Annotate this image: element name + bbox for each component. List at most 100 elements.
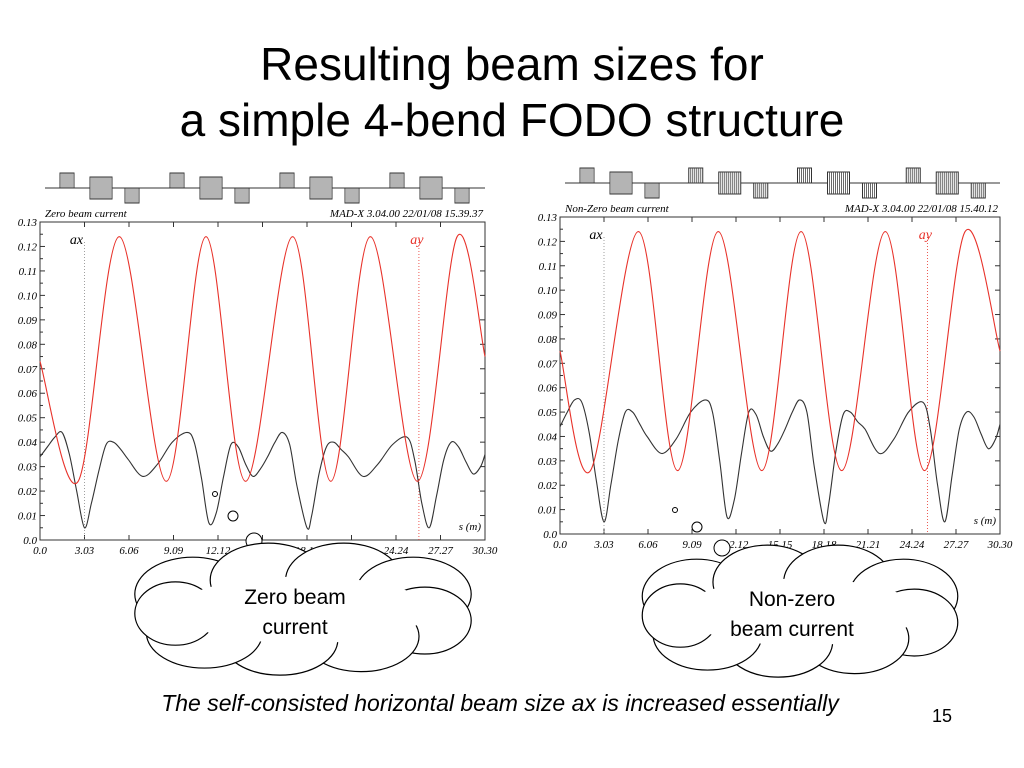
x-tick-label: 30.30 [987,539,1013,551]
lattice-magnet [59,172,75,189]
lattice-magnet [579,167,595,184]
y-tick-label: 0.01 [18,511,37,523]
y-tick-label: 0.07 [538,358,558,370]
x-tick-label: 3.03 [74,545,95,557]
lattice-magnet [688,167,704,184]
x-tick-label: 0.0 [33,545,47,557]
y-tick-label: 0.06 [18,388,38,400]
x-tick-label: 9.09 [682,539,702,551]
program-label: MAD-X 3.04.00 22/01/08 15.39.37 [329,208,484,220]
y-tick-label: 0.10 [18,290,38,302]
series-ay-line [39,233,486,485]
thought-bubble-dot [713,539,731,557]
cloud-zero-line-2: current [262,616,328,639]
slide-title: Resulting beam sizes for a simple 4-bend… [0,36,1024,148]
ay-annotation: ay [410,233,424,248]
title-line-2: a simple 4-bend FODO structure [179,94,845,146]
thought-bubble-dot [672,507,678,513]
y-tick-label: 0.10 [538,285,558,297]
y-tick-label: 0.0 [23,535,37,547]
cloud-fill [175,576,431,644]
lattice-magnet [279,172,295,189]
y-tick-label: 0.11 [539,261,557,273]
x-tick-label: 0.0 [553,539,567,551]
lattice-magnet [718,171,742,195]
y-tick-label: 0.02 [18,486,38,498]
y-tick-label: 0.04 [18,437,38,449]
x-tick-label: 24.24 [384,545,409,557]
y-tick-label: 0.02 [538,480,558,492]
lattice-magnet [419,176,443,200]
y-tick-label: 0.03 [18,462,38,474]
x-tick-label: 6.06 [638,539,658,551]
lattice-magnet [454,187,470,204]
y-tick-label: 0.08 [18,339,38,351]
y-tick-label: 0.05 [538,407,558,419]
chart-nonzero-current: Non-Zero beam current MAD-X 3.04.00 22/01… [538,167,1013,551]
y-tick-label: 0.13 [18,217,38,229]
ax-annotation: ax [70,233,84,248]
series-ay-line [559,228,1001,474]
chart-title: Zero beam current [45,208,128,220]
lattice-magnet [234,187,250,204]
lattice-magnet [199,176,223,200]
x-tick-label: 30.30 [472,545,498,557]
lattice-magnet [644,182,660,199]
y-tick-label: 0.12 [18,241,38,253]
x-tick-label: 6.06 [119,545,139,557]
chart-zero-current: Zero beam current MAD-X 3.04.00 22/01/08 … [18,172,498,557]
y-tick-label: 0.06 [538,383,558,395]
cloud-fill [680,578,920,646]
lattice-magnet [169,172,185,189]
lattice-magnet [827,171,850,195]
series-ax-line [559,397,1001,525]
y-tick-label: 0.05 [18,413,38,425]
lattice-magnet [753,182,769,199]
y-tick-label: 0.13 [538,212,558,224]
program-label: MAD-X 3.04.00 22/01/08 15.40.12 [844,203,999,215]
cloud-nonzero-beam [641,544,959,678]
slide-caption: The self-consisted horizontal beam size … [161,690,839,716]
cloud-label-zero: Zero beam current [215,583,375,643]
lattice-magnet [124,187,140,204]
x-tick-label: 27.27 [428,545,453,557]
x-tick-label: 24.24 [900,539,925,551]
x-tick-label: 21.21 [856,539,881,551]
y-tick-label: 0.01 [538,505,557,517]
lattice-magnet [609,171,633,195]
series-ax-line [39,431,486,530]
x-tick-label: 27.27 [944,539,969,551]
thought-bubble-dot [227,510,239,522]
cloud-label-nonzero: Non-zero beam current [712,585,872,645]
cloud-zero-line-1: Zero beam [244,586,346,609]
lattice-magnet [797,167,812,184]
cloud-nonzero-line-2: beam current [730,618,854,641]
page-number: 15 [932,706,953,726]
y-tick-label: 0.04 [538,431,558,443]
x-tick-label: 12.12 [206,545,231,557]
ax-annotation: ax [589,228,603,243]
thought-bubble-dot [691,521,703,533]
lattice-magnet [905,167,921,184]
x-axis-label: s (m) [459,521,482,533]
y-tick-label: 0.03 [538,456,558,468]
cloud-nonzero-line-1: Non-zero [748,588,836,611]
y-tick-label: 0.11 [19,266,37,278]
thought-bubble-dot [212,491,218,497]
plot-frame [559,216,1001,535]
lattice-magnet [935,171,959,195]
y-tick-label: 0.09 [18,315,38,327]
y-tick-label: 0.07 [18,364,38,376]
y-tick-label: 0.0 [543,529,557,541]
x-tick-label: 9.09 [164,545,184,557]
lattice-magnet [309,176,333,200]
title-line-1: Resulting beam sizes for [260,38,764,90]
x-axis-label: s (m) [974,515,997,527]
y-tick-label: 0.12 [538,236,558,248]
cloud-zero-beam [134,542,472,676]
x-tick-label: 3.03 [593,539,614,551]
lattice-magnet [970,182,986,199]
lattice-magnet [389,172,405,189]
lattice-magnet [344,187,360,204]
